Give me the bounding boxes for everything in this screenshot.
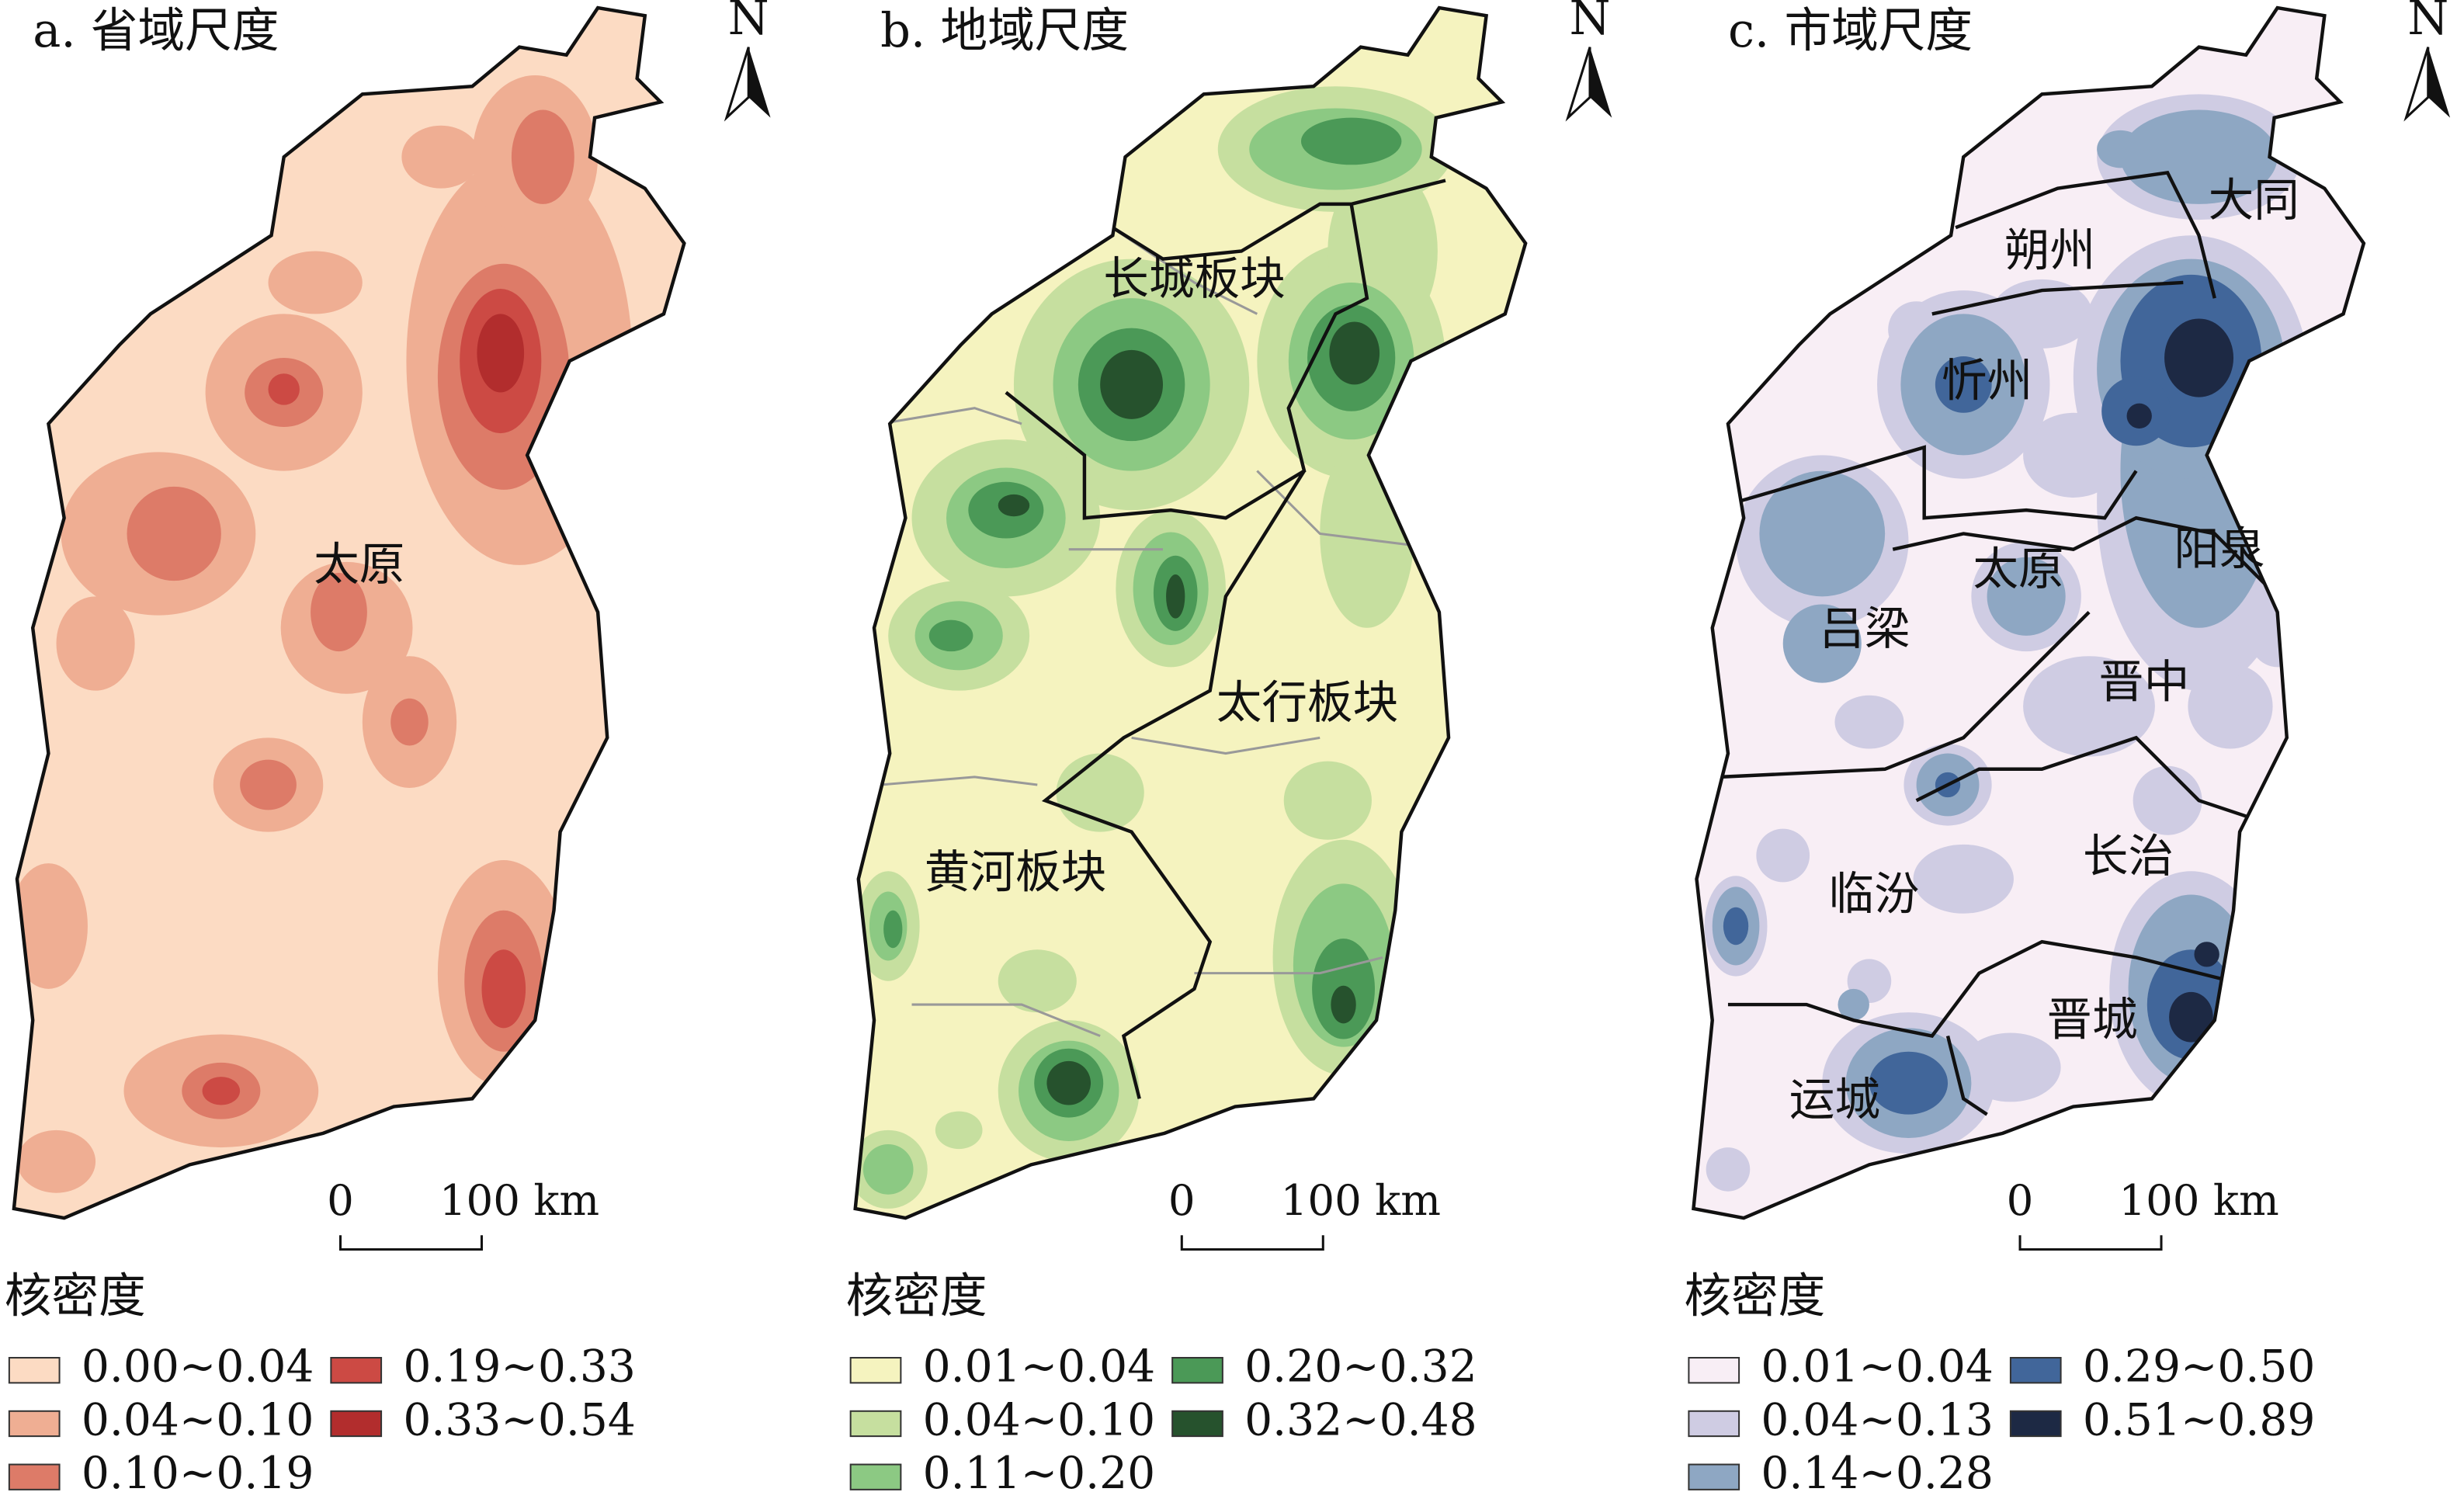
legend-label: 0.20~0.32 [1244,1341,1477,1393]
place-label: 晋中 [2098,656,2189,709]
north-arrow [2403,47,2430,122]
legend-label: 0.10~0.19 [82,1448,314,1499]
legend-label: 0.11~0.20 [923,1448,1156,1499]
legend-swatch [2009,1357,2062,1384]
legend-swatch [8,1357,61,1384]
place-label: 太原 [314,538,404,591]
north-arrow [2428,47,2451,118]
legend-swatch [330,1410,383,1438]
legend-label: 0.51~0.89 [2083,1394,2316,1445]
scale-end: 100 km [1281,1175,1441,1225]
legend-swatch [8,1463,61,1490]
legend-label: 0.04~0.10 [82,1394,314,1445]
place-label: 晋城 [2046,993,2137,1046]
north-label: N [1569,0,1610,46]
panel-title: a. 省域尺度 [33,4,279,58]
density-a [13,75,633,1193]
scale-end: 100 km [2119,1175,2278,1225]
north-arrow [724,47,750,122]
legend-label: 0.14~0.28 [1761,1448,1994,1499]
place-label: 太原 [1973,543,2063,595]
legend-swatch [8,1410,61,1438]
place-label: 吕梁 [1819,602,1910,655]
place-label: 大同 [2209,174,2299,227]
legend-label: 0.33~0.54 [403,1394,636,1445]
scale-bar [1180,1235,1324,1251]
place-label: 长治 [2083,830,2174,883]
legend-swatch [849,1463,902,1490]
legend-swatch [1688,1410,1740,1438]
place-label: 长城板块 [1103,252,1285,305]
scale-start: 0 [2007,1175,2034,1225]
panel-title: b. 地域尺度 [880,4,1129,58]
legend-swatch [849,1357,902,1384]
legend-label: 0.19~0.33 [403,1341,636,1393]
scale-start: 0 [327,1175,354,1225]
legend-label: 0.04~0.10 [923,1394,1156,1445]
north-label: N [728,0,769,46]
legend-label: 0.29~0.50 [2083,1341,2316,1393]
scale-end: 100 km [439,1175,599,1225]
legend-title: 核密度 [846,1269,987,1324]
legend-label: 0.04~0.13 [1761,1394,1994,1445]
density-b [855,86,1454,1209]
legend-title: 核密度 [1684,1269,1825,1324]
legend-label: 0.01~0.04 [923,1341,1156,1393]
panel-title: c. 市域尺度 [1728,4,1973,58]
north-arrow [748,47,771,118]
scale-bar [2018,1235,2163,1251]
scale-start: 0 [1168,1175,1196,1225]
legend-swatch [1171,1410,1223,1438]
north-arrow [1590,47,1612,118]
legend-label: 0.01~0.04 [1761,1341,1994,1393]
legend-swatch [330,1357,383,1384]
north-arrow [1565,47,1591,122]
place-label: 黄河板块 [925,845,1107,898]
place-label: 运城 [1789,1073,1880,1126]
legend-swatch [849,1410,902,1438]
place-label: 忻州 [1942,354,2032,407]
legend-title: 核密度 [5,1269,146,1324]
place-label: 太行板块 [1216,676,1398,729]
place-label: 临汾 [1828,868,1919,921]
legend-swatch [2009,1410,2062,1438]
legend-swatch [1171,1357,1223,1384]
legend-label: 0.32~0.48 [1244,1394,1477,1445]
place-label: 阳泉 [2174,522,2264,575]
scale-bar [338,1235,484,1251]
legend-swatch [1688,1463,1740,1490]
north-label: N [2407,0,2448,46]
legend-swatch [1688,1357,1740,1384]
place-label: 朔州 [2004,224,2095,277]
legend-label: 0.00~0.04 [82,1341,314,1393]
